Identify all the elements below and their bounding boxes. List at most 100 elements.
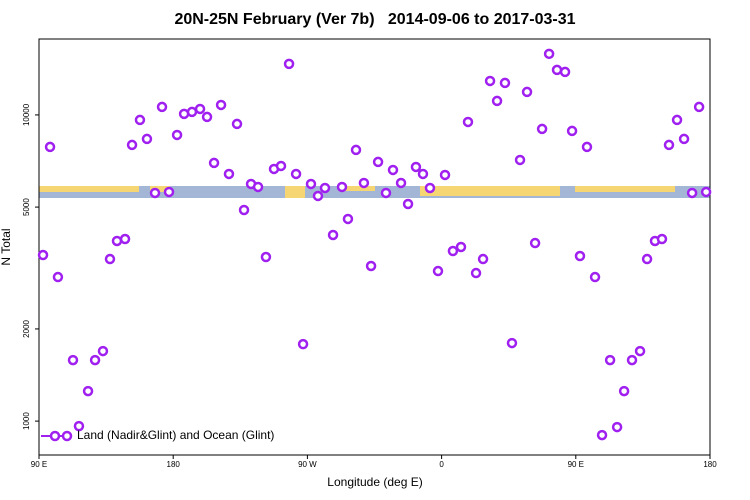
- data-point: [499, 77, 511, 89]
- data-point: [149, 187, 161, 199]
- y-tick-label: 10000: [22, 103, 31, 126]
- y-tick-label: 1000: [22, 412, 31, 430]
- data-point: [37, 249, 49, 261]
- data-point: [470, 267, 482, 279]
- data-point: [380, 187, 392, 199]
- data-point: [119, 233, 131, 245]
- data-point: [327, 229, 339, 241]
- data-point: [596, 429, 608, 441]
- y-tick-label: 2000: [22, 319, 31, 337]
- data-point: [693, 101, 705, 113]
- data-point: [447, 245, 459, 257]
- data-point: [432, 265, 444, 277]
- x-tick-label: 90 W: [298, 460, 317, 469]
- data-point: [484, 75, 496, 87]
- data-point: [104, 253, 116, 265]
- data-point: [604, 354, 616, 366]
- data-point: [543, 48, 555, 60]
- data-point: [111, 235, 123, 247]
- legend-marker: [61, 430, 73, 442]
- data-point: [521, 86, 533, 98]
- data-point: [395, 177, 407, 189]
- data-point: [252, 181, 264, 193]
- data-point: [566, 125, 578, 137]
- data-point: [611, 421, 623, 433]
- data-point: [97, 345, 109, 357]
- data-point: [402, 198, 414, 210]
- data-point: [350, 144, 362, 156]
- data-point: [223, 168, 235, 180]
- y-tick-label: 5000: [22, 198, 31, 216]
- x-tick-label: 180: [703, 460, 717, 469]
- data-point: [387, 164, 399, 176]
- data-point: [634, 345, 646, 357]
- data-point: [67, 354, 79, 366]
- data-point: [372, 156, 384, 168]
- data-point: [656, 233, 668, 245]
- data-point: [410, 161, 422, 173]
- x-tick-label: 180: [167, 460, 181, 469]
- data-point: [551, 64, 563, 76]
- data-point: [82, 385, 94, 397]
- data-point: [208, 157, 220, 169]
- data-point: [506, 337, 518, 349]
- data-point: [491, 95, 503, 107]
- data-point: [305, 178, 317, 190]
- data-point: [231, 118, 243, 130]
- data-point: [358, 177, 370, 189]
- data-point: [126, 139, 138, 151]
- data-point: [44, 141, 56, 153]
- plot-frame: [38, 38, 711, 456]
- data-point: [589, 271, 601, 283]
- data-point: [89, 354, 101, 366]
- data-point: [134, 114, 146, 126]
- data-point: [171, 129, 183, 141]
- data-point: [52, 271, 64, 283]
- data-point: [439, 169, 451, 181]
- data-point: [156, 101, 168, 113]
- data-point: [260, 251, 272, 263]
- data-point: [671, 114, 683, 126]
- data-point: [559, 66, 571, 78]
- y-axis-label: N Total: [0, 228, 13, 265]
- data-point: [365, 260, 377, 272]
- legend-marker: [49, 430, 61, 442]
- data-point: [312, 190, 324, 202]
- data-point: [686, 187, 698, 199]
- data-point: [342, 213, 354, 225]
- data-point: [417, 168, 429, 180]
- data-point: [477, 253, 489, 265]
- data-point: [186, 106, 198, 118]
- data-point: [574, 250, 586, 262]
- data-point: [201, 111, 213, 123]
- data-point: [626, 354, 638, 366]
- data-point: [238, 204, 250, 216]
- data-point: [581, 141, 593, 153]
- data-point: [462, 116, 474, 128]
- data-point: [163, 186, 175, 198]
- data-point: [536, 123, 548, 135]
- x-axis-label: Longitude (deg E): [327, 475, 422, 489]
- chart-title: 20N-25N February (Ver 7b) 2014-09-06 to …: [174, 11, 575, 28]
- data-point: [297, 338, 309, 350]
- data-point: [290, 168, 302, 180]
- data-point: [194, 103, 206, 115]
- data-point: [336, 181, 348, 193]
- data-point: [215, 99, 227, 111]
- data-point: [700, 186, 712, 198]
- data-point: [283, 58, 295, 70]
- x-tick-label: 90 E: [31, 460, 47, 469]
- data-point: [678, 133, 690, 145]
- data-point: [319, 182, 331, 194]
- data-point: [73, 420, 85, 432]
- x-tick-label: 90 E: [568, 460, 584, 469]
- x-tick-label: 0: [439, 460, 444, 469]
- data-point: [455, 241, 467, 253]
- data-point: [424, 182, 436, 194]
- map-strip: [39, 186, 710, 198]
- data-point: [663, 139, 675, 151]
- data-point: [641, 253, 653, 265]
- data-point: [514, 154, 526, 166]
- legend-label: Land (Nadir&Glint) and Ocean (Glint): [77, 428, 274, 442]
